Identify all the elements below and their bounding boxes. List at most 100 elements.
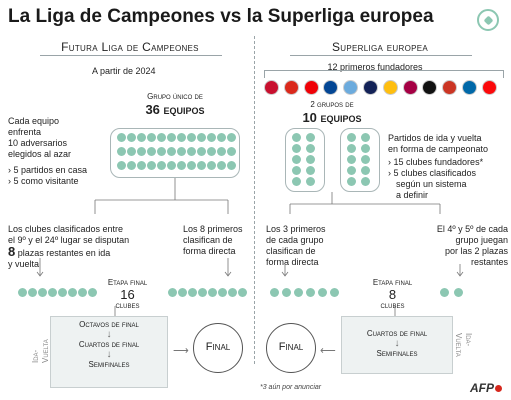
team-dot: [217, 133, 226, 142]
right-final-label: Final: [278, 341, 304, 353]
team-dot: [306, 155, 315, 164]
right-down-arrows: [284, 264, 461, 276]
right-arrowheads: [281, 271, 464, 277]
left-final-stage-count: 16: [120, 287, 135, 302]
team-dot: [117, 147, 126, 156]
left-from-year: A partir de 2024: [92, 66, 156, 76]
team-dot: [197, 133, 206, 142]
final-stage-dot: [238, 288, 247, 297]
final-stage-dot: [38, 288, 47, 297]
team-dot: [347, 177, 356, 186]
left-rounds-box: [50, 316, 168, 388]
man-united-logo: [283, 80, 299, 95]
team-dot: [347, 144, 356, 153]
left-arrowheads: [36, 271, 232, 277]
right-final-circle: [266, 323, 316, 373]
afp-logo: AFP: [470, 381, 502, 395]
left-down-arrows: [39, 258, 229, 276]
left-round-cuartos: Cuartos de final: [78, 340, 140, 349]
right-top3-line: clasifican de: [266, 246, 316, 256]
team-dot: [157, 161, 166, 170]
bullet-text: 5 partidos en casa: [13, 165, 88, 175]
right-bullet-cont: a definir: [396, 190, 429, 200]
team-dot: [306, 177, 315, 186]
arrow-right-icon: ⟶: [173, 345, 189, 357]
team-dot: [177, 133, 186, 142]
right-header-text: Superliga europea: [331, 40, 429, 54]
left-each-team-line: Cada equipo: [8, 116, 60, 126]
final-stage-dot: [48, 288, 57, 297]
right-top3-line: de cada grupo: [266, 235, 324, 245]
final-stage-dot: [68, 288, 77, 297]
team-dot: [207, 161, 216, 170]
right-header: Superliga europea: [290, 40, 470, 54]
right-round-cuartos: Cuartos de final: [366, 329, 428, 338]
team-dot: [347, 133, 356, 142]
arrow-down-icon: ↓: [106, 349, 112, 360]
team-dot: [137, 161, 146, 170]
arsenal-logo: [303, 80, 319, 95]
team-dot: [347, 166, 356, 175]
team-dot: [167, 147, 176, 156]
left-direct-line: Los 8 primeros: [183, 224, 243, 234]
team-dot: [361, 144, 370, 153]
real-madrid-logo: [382, 80, 398, 95]
team-dot: [187, 133, 196, 142]
right-group-a-box: [285, 128, 325, 192]
left-header: Futura Liga de Campeones: [40, 40, 220, 54]
final-stage-dot: [78, 288, 87, 297]
arrow-down-icon: ↓: [106, 329, 112, 340]
founders-bracket: [264, 70, 504, 78]
team-dot: [137, 147, 146, 156]
right-branch-lines: [289, 192, 441, 214]
final-stage-dot: [88, 288, 97, 297]
right-4th5th-text: El 4º y 5º de cada grupo juegan por las …: [408, 224, 508, 268]
team-dot: [167, 133, 176, 142]
left-header-rule: [40, 55, 222, 56]
team-dot: [167, 161, 176, 170]
left-round-semis: Semifinales: [88, 360, 130, 369]
right-round-semis: Semifinales: [376, 349, 418, 358]
team-dot: [177, 147, 186, 156]
final-stage-dot: [454, 288, 463, 297]
liverpool-logo: [264, 80, 279, 95]
juventus-logo: [422, 80, 438, 95]
right-rounds-box: [341, 316, 453, 374]
right-final-stage-unit: clubes: [380, 301, 405, 310]
right-top3-text: Los 3 primeros de cada grupo clasifican …: [266, 224, 356, 268]
left-playoff-line: y vuelta: [8, 259, 40, 269]
left-final-stage-label: Etapa final: [107, 278, 148, 287]
right-bullets: › 15 clubes fundadores* › 5 clubes clasi…: [388, 157, 508, 201]
team-dot: [227, 147, 236, 156]
final-stage-dot: [330, 288, 339, 297]
team-dot: [361, 166, 370, 175]
final-stage-dot: [208, 288, 217, 297]
left-direct-text: Los 8 primeros clasifican de forma direc…: [183, 224, 253, 257]
right-top3-line: forma directa: [266, 257, 319, 267]
left-header-text: Futura Liga de Campeones: [61, 40, 199, 54]
team-dot: [292, 166, 301, 175]
team-dot: [361, 133, 370, 142]
final-stage-dot: [228, 288, 237, 297]
left-round-octavos: Octavos de final: [79, 320, 139, 329]
right-final-stage-label: Etapa final: [372, 278, 413, 287]
left-playoff-number: 8: [8, 244, 16, 259]
team-dot: [227, 133, 236, 142]
team-dot: [137, 133, 146, 142]
left-bullets: › 5 partidos en casa › 5 como visitante: [8, 165, 108, 187]
right-groups-label: 2 grupos de: [310, 100, 354, 109]
team-dot: [157, 133, 166, 142]
right-final-stage-count: 8: [388, 287, 397, 302]
team-dot: [292, 177, 301, 186]
page-title: La Liga de Campeones vs la Superliga eur…: [8, 6, 434, 27]
left-each-team: Cada equipo enfrenta 10 adversarios eleg…: [8, 116, 108, 160]
team-dot: [207, 147, 216, 156]
left-group-label: Grupo único de: [147, 92, 203, 101]
team-dot: [177, 161, 186, 170]
team-dot: [292, 144, 301, 153]
team-dot: [207, 133, 216, 142]
bullet-text: 15 clubes fundadores*: [393, 157, 484, 167]
left-playoff-line: el 9º y el 24º lugar se disputan: [8, 235, 130, 245]
final-stage-dot: [18, 288, 27, 297]
right-founders-label: 12 primeros fundadores: [327, 62, 423, 72]
